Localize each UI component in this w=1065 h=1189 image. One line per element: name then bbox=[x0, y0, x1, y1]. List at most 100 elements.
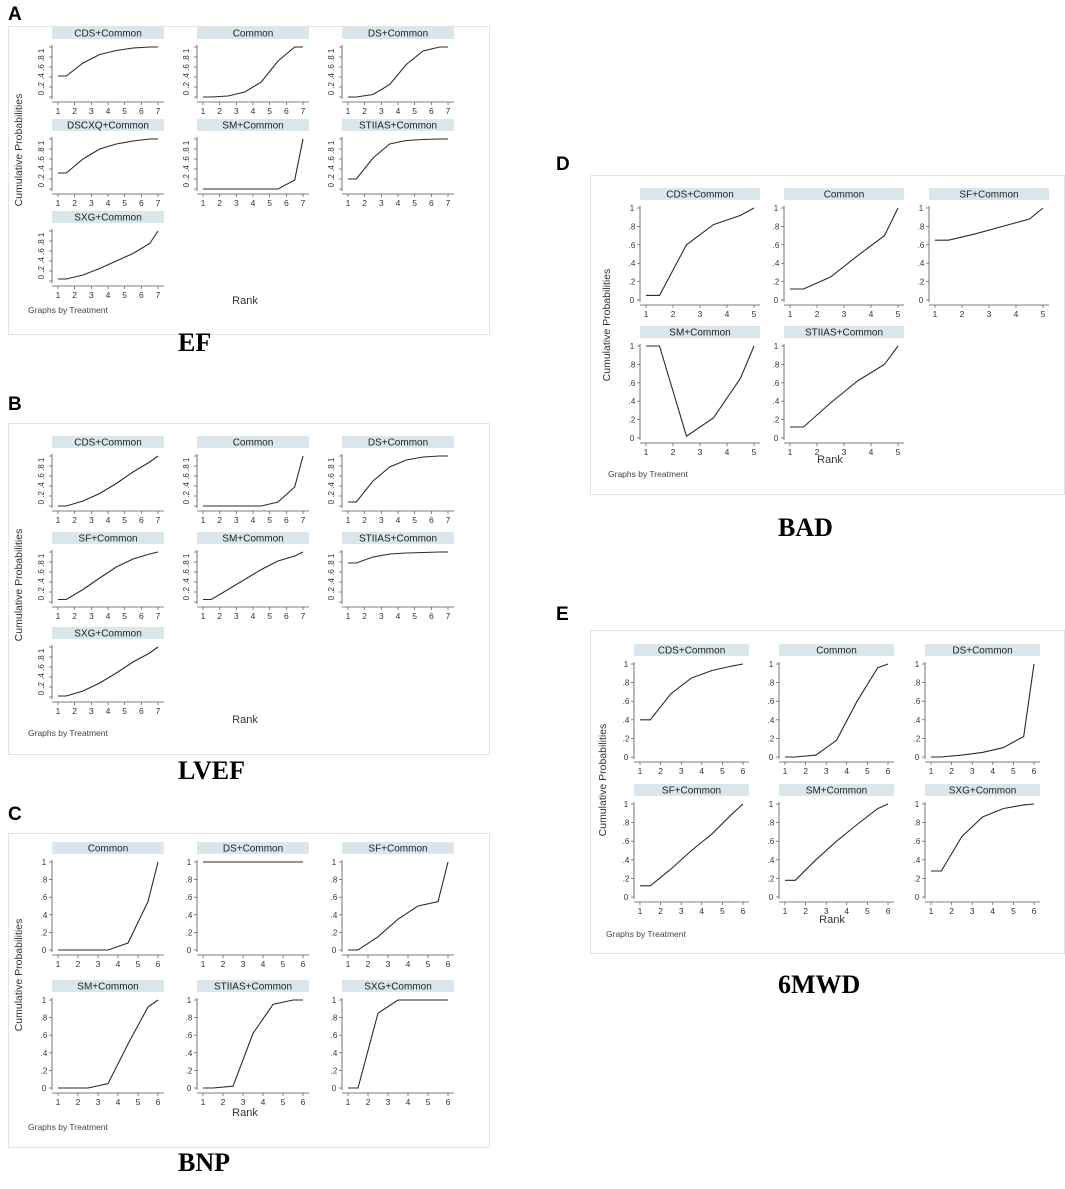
panel-c-sf-common-xtick-label: 5 bbox=[426, 959, 431, 969]
panel-d-common-ytick-label: 1 bbox=[774, 204, 779, 213]
panel-a-frame bbox=[8, 26, 490, 335]
panel-b-stiias-common-series-line bbox=[348, 551, 448, 564]
panel-e-sf-common-ytick-label: .2 bbox=[623, 874, 630, 883]
panel-a-sxg-common-xtick-label: 2 bbox=[72, 290, 77, 300]
panel-a-ds-common-strip bbox=[342, 27, 454, 39]
panel-a-stiias-common-title: STIIAS+Common bbox=[359, 121, 437, 132]
panel-a-ds-common-xtick-label: 4 bbox=[396, 106, 401, 116]
panel-c-common-ytick-label: .4 bbox=[41, 911, 48, 920]
panel-e-ds-common-strip bbox=[925, 644, 1040, 656]
panel-a-stiias-common-xtick-label: 2 bbox=[362, 198, 367, 208]
panel-c-sf-common-strip bbox=[342, 842, 454, 854]
panel-d-sm-common-title: SM+Common bbox=[669, 328, 730, 339]
panel-c-sf-common-series-line bbox=[348, 861, 449, 951]
panel-b-stiias-common-xtick-label: 7 bbox=[446, 611, 451, 621]
panel-e-ds-common-xtick-label: 5 bbox=[1011, 766, 1016, 776]
panel-d-common-ytick-label: .2 bbox=[773, 278, 780, 287]
panel-a-stiias-common-xtick-label: 6 bbox=[429, 198, 434, 208]
panel-e-sxg-common-ytick-label: 1 bbox=[915, 800, 920, 809]
panel-c-sm-common-ytick-label: .6 bbox=[41, 1031, 48, 1040]
panel-d-common-ytick-label: .4 bbox=[773, 259, 780, 268]
panel-a-common-series-line bbox=[203, 46, 303, 98]
panel-b-sf-common-xtick-label: 6 bbox=[139, 611, 144, 621]
panel-b-cds-common-xtick-label: 5 bbox=[122, 515, 127, 525]
panel-c-ylabel: Cumulative Probabilities bbox=[13, 919, 25, 1032]
panel-c-sf-common-xtick-label: 4 bbox=[406, 959, 411, 969]
panel-e-sm-common-ytick-label: .4 bbox=[768, 856, 775, 865]
panel-d-stiias-common-ytick-label: .6 bbox=[773, 379, 780, 388]
panel-a-stiias-common-xtick-label: 3 bbox=[379, 198, 384, 208]
panel-e-sf-common-strip bbox=[634, 784, 749, 796]
panel-c-sxg-common-xtick-label: 5 bbox=[426, 1097, 431, 1107]
panel-a-stiias-common-ytick-label: 0 .2 .4 .6 .8 1 bbox=[327, 140, 336, 187]
panel-c-sxg-common-ytick-label: .4 bbox=[331, 1049, 338, 1058]
panel-d-cds-common-xtick-label: 5 bbox=[752, 309, 757, 319]
panel-e-sxg-common-ytick-label: .8 bbox=[914, 819, 921, 828]
panel-c-stiias-common-ytick-label: .4 bbox=[186, 1049, 193, 1058]
panel-e-sf-common-xtick-label: 2 bbox=[658, 906, 663, 916]
panel-a-sxg-common-xtick-label: 3 bbox=[89, 290, 94, 300]
panel-c-sf-common-title: SF+Common bbox=[368, 844, 427, 855]
panel-e-sxg-common-xtick-label: 1 bbox=[929, 906, 934, 916]
panel-d-cds-common-xtick-label: 2 bbox=[671, 309, 676, 319]
panel-c-common-xtick-label: 4 bbox=[116, 959, 121, 969]
panel-b-letter: B bbox=[8, 394, 22, 415]
panel-b-cds-common-xtick-label: 2 bbox=[72, 515, 77, 525]
panel-b-stiias-common-xtick-label: 6 bbox=[429, 611, 434, 621]
panel-a-common-xtick-label: 5 bbox=[267, 106, 272, 116]
panel-a-cds-common-xtick-label: 2 bbox=[72, 106, 77, 116]
panel-d-common-series-line bbox=[790, 207, 899, 290]
panel-a-cds-common-xtick-label: 6 bbox=[139, 106, 144, 116]
panel-a-dscxq-common-xtick-label: 5 bbox=[122, 198, 127, 208]
panel-b-sm-common-xtick-label: 3 bbox=[234, 611, 239, 621]
panel-d-cds-common-ytick-label: .8 bbox=[629, 222, 636, 231]
panel-b-sxg-common-strip bbox=[52, 627, 164, 639]
panel-c-common-ytick-label: .2 bbox=[41, 928, 48, 937]
panel-e-cds-common-ytick-label: 1 bbox=[624, 660, 629, 669]
panel-b-sxg-common-ytick-label: 0 .2 .4 .6 .8 1 bbox=[37, 648, 46, 695]
panel-d-stiias-common-series-line bbox=[790, 345, 899, 428]
panel-a-cds-common-xtick-label: 4 bbox=[106, 106, 111, 116]
panel-e-cds-common-ytick-label: .4 bbox=[623, 716, 630, 725]
panel-b-ds-common-xtick-label: 1 bbox=[346, 515, 351, 525]
panel-c-stiias-common-ytick-label: .8 bbox=[186, 1014, 193, 1023]
panel-d-sm-common-ytick-label: .6 bbox=[629, 379, 636, 388]
panel-b-sm-common-xtick-label: 7 bbox=[301, 611, 306, 621]
panel-c-common-xtick-label: 6 bbox=[156, 959, 161, 969]
panel-b-caption: LVEF bbox=[178, 756, 245, 785]
panel-e-sxg-common-ytick-label: .6 bbox=[914, 837, 921, 846]
panel-e-sf-common-title: SF+Common bbox=[662, 786, 721, 797]
panel-a-ds-common-title: DS+Common bbox=[368, 29, 428, 40]
panel-c-ds-common-xtick-label: 6 bbox=[301, 959, 306, 969]
panel-d-xlabel: Rank bbox=[817, 454, 843, 466]
panel-b-ylabel: Cumulative Probabilities bbox=[13, 529, 25, 642]
panel-d-sf-common-xtick-label: 4 bbox=[1014, 309, 1019, 319]
panel-d-common-strip bbox=[784, 188, 904, 200]
panel-b-ds-common-xtick-label: 3 bbox=[379, 515, 384, 525]
panel-e-sxg-common-ytick-label: 0 bbox=[915, 893, 920, 902]
panel-c-sf-common-xtick-label: 3 bbox=[386, 959, 391, 969]
panel-c-sf-common-xtick-label: 2 bbox=[366, 959, 371, 969]
panel-e-ds-common-xtick-label: 1 bbox=[929, 766, 934, 776]
panel-c-ds-common-ytick-label: .6 bbox=[186, 893, 193, 902]
panel-e-note: Graphs by Treatment bbox=[606, 929, 686, 939]
panel-e-ylabel: Cumulative Probabilities bbox=[597, 724, 609, 837]
panel-c-sm-common-xtick-label: 1 bbox=[56, 1097, 61, 1107]
panel-c-sxg-common-ytick-label: .6 bbox=[331, 1031, 338, 1040]
panel-d-sf-common-ytick-label: .2 bbox=[918, 278, 925, 287]
panel-c-ds-common-xtick-label: 2 bbox=[221, 959, 226, 969]
panel-b-sf-common-xtick-label: 1 bbox=[56, 611, 61, 621]
panel-a-dscxq-common-strip bbox=[52, 119, 164, 131]
panel-a-ds-common-xtick-label: 7 bbox=[446, 106, 451, 116]
panel-a-ds-common-series-line bbox=[348, 46, 448, 98]
panel-d-cds-common-ytick-label: 1 bbox=[630, 204, 635, 213]
panel-d-sf-common-title: SF+Common bbox=[959, 190, 1018, 201]
panel-b-xlabel: Rank bbox=[232, 714, 258, 726]
panel-c-sxg-common-ytick-label: 1 bbox=[332, 996, 337, 1005]
panel-a-sm-common-xtick-label: 3 bbox=[234, 198, 239, 208]
panel-d-stiias-common-ytick-label: .2 bbox=[773, 416, 780, 425]
panel-e-sxg-common-ytick-label: .4 bbox=[914, 856, 921, 865]
panel-e-ds-common-ytick-label: 1 bbox=[915, 660, 920, 669]
panel-a-dscxq-common-xtick-label: 3 bbox=[89, 198, 94, 208]
panel-d-cds-common-strip bbox=[640, 188, 760, 200]
